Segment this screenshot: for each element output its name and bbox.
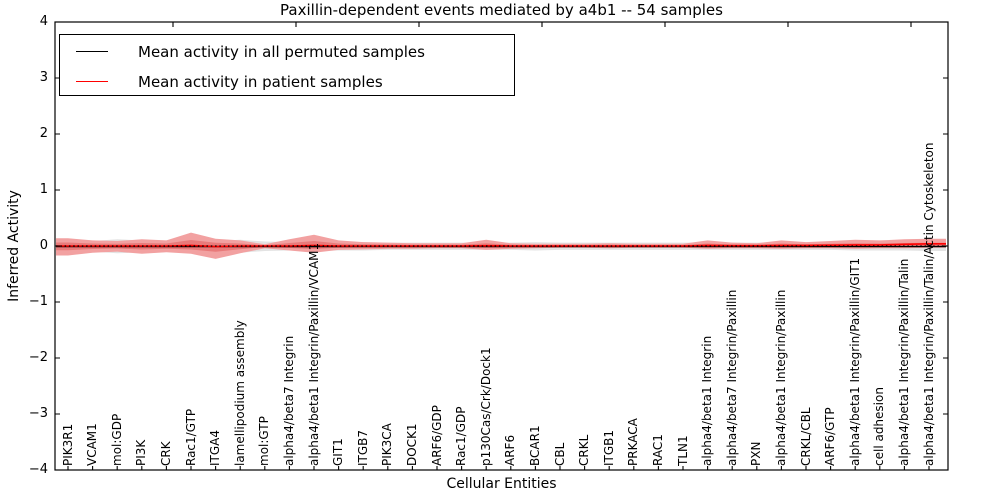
- y-tick-label: −2: [28, 350, 48, 365]
- x-tick-label: alpha4/beta1 Integrin/Paxillin/GIT1: [847, 257, 862, 466]
- x-tick-label: mol:GTP: [257, 416, 272, 466]
- x-tick-label: ARF6: [503, 434, 518, 466]
- x-tick-label: lamellipodium assembly: [232, 320, 247, 466]
- legend-item-permuted: Mean activity in all permuted samples: [60, 38, 514, 65]
- legend-label-patient: Mean activity in patient samples: [138, 72, 383, 91]
- y-tick-label: −3: [28, 406, 48, 421]
- y-tick-label: 4: [39, 14, 48, 29]
- x-tick-label: TLN1: [675, 435, 690, 466]
- x-axis-label: Cellular Entities: [446, 476, 557, 492]
- x-tick-label: PRKACA: [626, 418, 641, 466]
- x-tick-label: ITGA4: [208, 429, 223, 466]
- x-tick-label: alpha4/beta1 Integrin/Paxillin/Talin: [896, 258, 911, 466]
- chart-title: Paxillin-dependent events mediated by a4…: [280, 1, 723, 19]
- x-tick-label: DOCK1: [404, 423, 419, 466]
- x-tick-label: ARF6/GTP: [823, 407, 838, 466]
- x-tick-label: GIT1: [331, 438, 346, 466]
- y-tick-label: 2: [39, 126, 48, 141]
- legend-item-patient: Mean activity in patient samples: [60, 68, 514, 95]
- axis-ticks: [55, 21, 948, 471]
- x-tick-label: ARF6/GDP: [429, 405, 444, 466]
- y-tick-label: −1: [28, 294, 48, 309]
- x-tick-label: alpha4/beta1 Integrin/Paxillin/VCAM1: [306, 242, 321, 466]
- x-tick-label: p130Cas/Crk/Dock1: [478, 347, 493, 466]
- x-tick-label: BCAR1: [527, 425, 542, 466]
- x-tick-label: PI3K: [134, 439, 149, 466]
- x-tick-label: PIK3R1: [60, 423, 75, 466]
- y-tick-label: −4: [28, 462, 48, 477]
- y-tick-label: 3: [39, 70, 48, 85]
- legend-label-permuted: Mean activity in all permuted samples: [138, 42, 425, 61]
- x-tick-label: cell adhesion: [872, 387, 887, 466]
- x-tick-label: alpha4/beta1 Integrin/Paxillin/Talin/Act…: [921, 142, 936, 466]
- x-tick-label: CRK: [158, 441, 173, 466]
- x-tick-label: alpha4/beta1 Integrin: [700, 335, 715, 466]
- x-tick-label: Rac1/GDP: [454, 406, 469, 466]
- x-tick-label: alpha4/beta7 Integrin/Paxillin: [724, 289, 739, 466]
- x-tick-label: ITGB7: [355, 429, 370, 466]
- x-tick-label: ITGB1: [601, 429, 616, 466]
- x-tick-label: PXN: [749, 441, 764, 466]
- x-tick-label: alpha4/beta7 Integrin: [281, 335, 296, 466]
- permuted-line-swatch: [76, 51, 108, 52]
- legend: Mean activity in all permuted samples Me…: [59, 34, 515, 96]
- x-tick-label: PIK3CA: [380, 423, 395, 466]
- x-tick-label: RAC1: [650, 434, 665, 466]
- x-tick-label: VCAM1: [85, 423, 100, 466]
- x-tick-label: CBL: [552, 442, 567, 466]
- x-tick-label: mol:GDP: [109, 413, 124, 466]
- patient-line-swatch: [76, 81, 108, 82]
- y-tick-label: 1: [39, 182, 48, 197]
- y-tick-label: 0: [39, 238, 48, 253]
- x-tick-label: alpha4/beta1 Integrin/Paxillin: [773, 289, 788, 466]
- x-tick-label: CRKL/CBL: [798, 407, 813, 466]
- x-tick-label: CRKL: [577, 434, 592, 466]
- x-tick-label: Rac1/GTP: [183, 408, 198, 466]
